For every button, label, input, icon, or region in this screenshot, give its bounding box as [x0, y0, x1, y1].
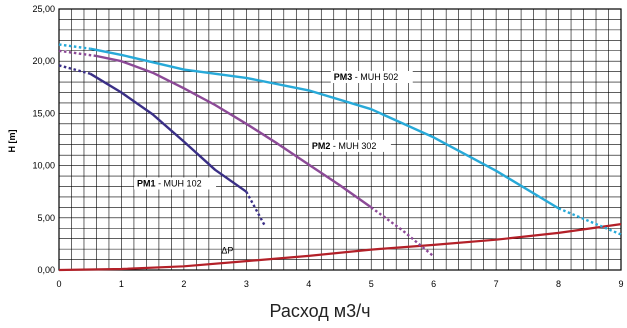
series-label-model: PM1 [137, 178, 156, 188]
series-label-background [308, 139, 391, 152]
y-tick-label: 20,00 [32, 56, 55, 66]
x-tick-label: 9 [618, 279, 623, 289]
series-line [89, 47, 560, 210]
x-tick-label: 2 [181, 279, 186, 289]
series-labels: PM1 - MUH 102 PM2 - MUH 302 PM3 - MUH 502 Δ… [134, 70, 413, 255]
series-label: PM1 - MUH 102 [137, 178, 202, 188]
resistance-label: ΔP [221, 245, 233, 255]
resistance-curve [58, 223, 622, 272]
series-label-background [134, 177, 217, 190]
series-line [89, 72, 247, 193]
y-axis-label: H [m] [7, 130, 17, 153]
x-tick-label: 5 [369, 279, 374, 289]
x-axis-label: Расход м3/ч [269, 301, 370, 321]
series-label: PM2 - MUH 302 [312, 141, 377, 151]
y-tick-label: 15,00 [32, 108, 55, 118]
series-label: PM3 - MUH 502 [334, 72, 399, 82]
series-dotted-start [58, 64, 91, 75]
series-dotted-start [58, 43, 91, 50]
series-dotted-end [558, 207, 622, 236]
chart-series [58, 43, 622, 272]
axis-ticks: 0 1 2 3 4 5 6 7 8 9 0,00 5,00 10,00 15,00 20,00 25,00 [32, 4, 623, 289]
series-dotted-start [58, 49, 97, 58]
y-tick-label: 0,00 [37, 265, 55, 275]
series-label-variant: - MUH 502 [352, 72, 398, 82]
x-tick-label: 1 [119, 279, 124, 289]
x-tick-label: 0 [56, 279, 61, 289]
x-tick-label: 3 [244, 279, 249, 289]
plot-frame [58, 8, 622, 271]
y-tick-label: 5,00 [37, 213, 55, 223]
series-dotted-end [245, 191, 267, 227]
x-tick-label: 4 [306, 279, 311, 289]
chart-grid [58, 8, 622, 271]
series-label-variant: - MUH 302 [330, 141, 376, 151]
x-tick-label: 8 [556, 279, 561, 289]
y-tick-label: 25,00 [32, 4, 55, 14]
plot-border [58, 8, 622, 271]
series-label-background [330, 70, 413, 83]
y-tick-label: 10,00 [32, 161, 55, 171]
x-tick-label: 7 [494, 279, 499, 289]
series-label-model: PM2 [312, 141, 331, 151]
series-label-model: PM3 [334, 72, 353, 82]
series-dotted-end [370, 206, 435, 258]
series-line [96, 54, 372, 209]
series-label-variant: - MUH 102 [156, 178, 202, 188]
x-tick-label: 6 [431, 279, 436, 289]
